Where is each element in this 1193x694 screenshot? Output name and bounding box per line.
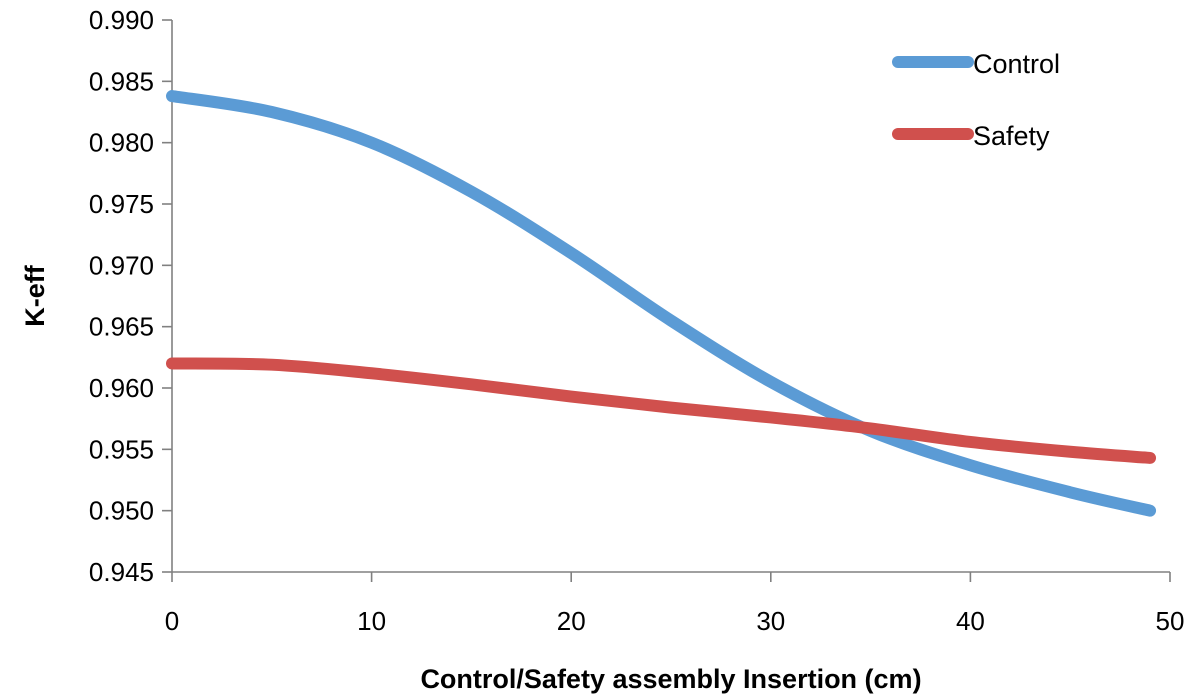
y-tick-label: 0.965 — [89, 312, 154, 342]
x-tick-label: 0 — [165, 606, 179, 636]
y-tick-label: 0.960 — [89, 373, 154, 403]
axes — [171, 20, 1170, 573]
series-lines — [166, 90, 1157, 517]
legend-label-safety: Safety — [973, 121, 1050, 151]
y-tick-label: 0.980 — [89, 128, 154, 158]
y-tick-label: 0.945 — [89, 557, 154, 587]
ticks: 0.945 0.950 0.955 0.960 0.965 0.970 0.975 0.980… — [89, 5, 1185, 636]
y-tick-label: 0.955 — [89, 434, 154, 464]
x-tick-label: 40 — [956, 606, 985, 636]
legend-label-control: Control — [973, 49, 1060, 79]
y-tick-label: 0.985 — [89, 66, 154, 96]
y-tick-label: 0.975 — [89, 189, 154, 219]
x-axis-title: Control/Safety assembly Insertion (cm) — [420, 664, 921, 694]
series-line-control — [166, 90, 1157, 517]
y-tick-label: 0.970 — [89, 250, 154, 280]
x-tick-label: 30 — [756, 606, 785, 636]
x-tick-label: 10 — [357, 606, 386, 636]
y-tick-label: 0.950 — [89, 496, 154, 526]
x-tick-label: 50 — [1156, 606, 1185, 636]
y-axis-title: K-eff — [20, 264, 50, 326]
x-tick-label: 20 — [557, 606, 586, 636]
y-tick-label: 0.990 — [89, 5, 154, 35]
legend: Control Safety — [892, 49, 1060, 151]
series-line-safety — [166, 357, 1157, 464]
